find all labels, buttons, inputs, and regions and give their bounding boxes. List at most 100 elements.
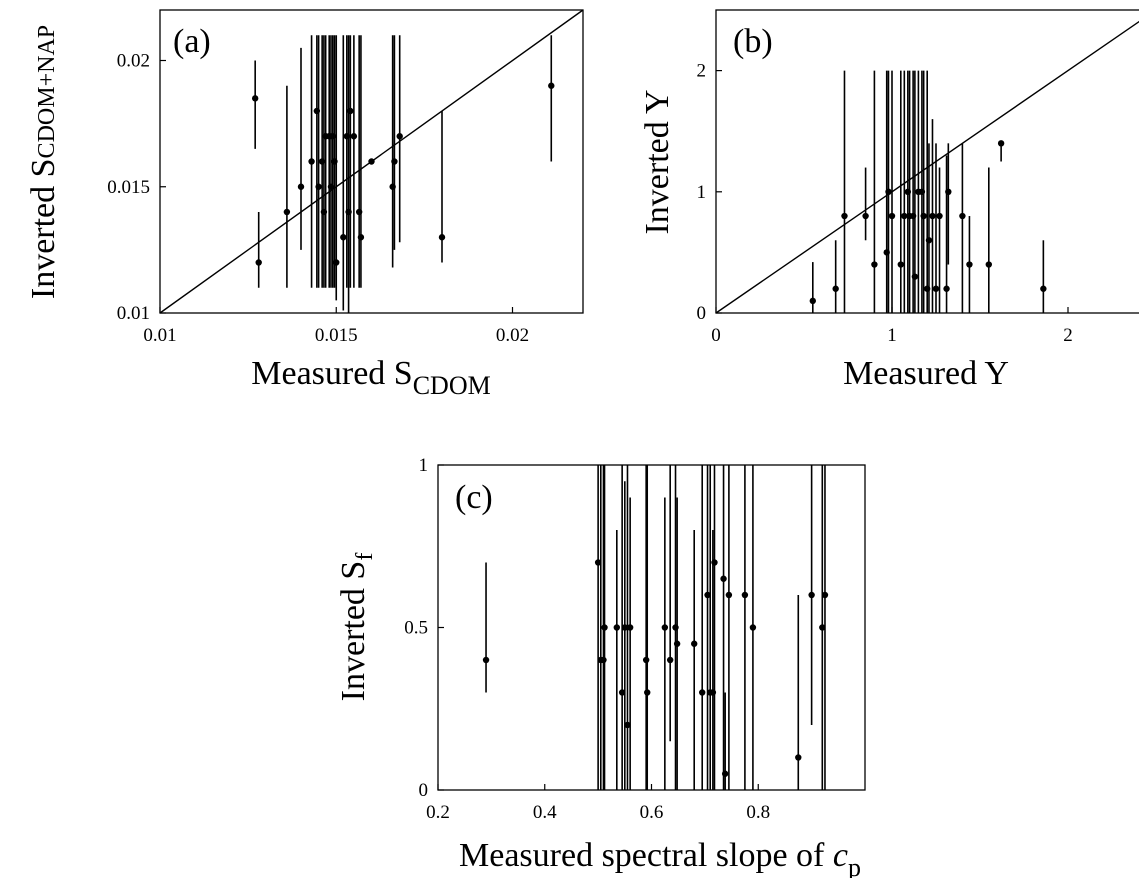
y-tick-label: 0 — [697, 303, 707, 324]
data-point — [704, 591, 711, 599]
y-axis-title-c-main: Inverted S — [335, 561, 372, 702]
x-axis-title-b: Measured Y — [843, 355, 1009, 392]
x-tick-label: 0.01 — [143, 325, 176, 346]
y-tick-label: 0 — [419, 780, 429, 801]
data-point — [548, 82, 555, 89]
data-point — [673, 640, 681, 647]
data-point — [832, 285, 839, 292]
y-tick-label: 0.01 — [117, 303, 150, 324]
panel-b: (b) 0 1 2 0 1 2 Measured Y Inverted Y — [639, 9, 1139, 392]
data-point — [601, 624, 608, 631]
data-point — [897, 261, 904, 268]
panel-label-b: (b) — [733, 23, 773, 60]
data-point — [691, 640, 698, 647]
data-point — [959, 212, 966, 220]
x-axis-title-c: Measured spectral slope of cp — [459, 837, 861, 878]
y-axis-title-b-main: Inverted Y — [639, 89, 676, 234]
data-point — [943, 285, 950, 292]
y-tick-label: 0.02 — [117, 51, 150, 72]
x-tick-label: 0.02 — [496, 325, 529, 346]
data-point — [720, 575, 727, 582]
x-tick-label: 1 — [887, 325, 897, 346]
y-tick-label: 1 — [419, 455, 429, 476]
data-point — [255, 259, 262, 266]
x-tick-label: 0.4 — [533, 802, 557, 823]
plot-frame-a — [159, 9, 584, 314]
plot-frame-c — [437, 464, 866, 791]
y-axis-title-a-main: Inverted S — [25, 158, 62, 299]
data-point — [749, 624, 757, 631]
data-point — [391, 158, 398, 165]
data-point — [618, 689, 626, 696]
y-tick-label: 2 — [697, 61, 707, 82]
data-point — [888, 212, 896, 220]
data-point — [808, 591, 815, 599]
ticks-b: 0 1 2 0 1 2 — [697, 61, 1073, 346]
data-point — [621, 624, 629, 631]
data-point — [644, 689, 651, 696]
y-axis-title-b: Inverted Y — [639, 89, 676, 234]
data-point — [1040, 285, 1047, 292]
x-axis-title-c-sub: p — [848, 853, 861, 878]
x-axis-title-c-main: Measured spectral slope of — [459, 837, 833, 874]
data-point — [741, 591, 749, 599]
x-tick-label: 0 — [711, 325, 721, 346]
data-point — [315, 183, 322, 190]
x-axis-title-c-italic: c — [833, 837, 848, 874]
data-point — [600, 656, 607, 664]
data-point — [699, 689, 706, 696]
data-point — [985, 261, 992, 268]
ticks-a: 0.01 0.015 0.02 0.01 0.015 0.02 — [107, 51, 529, 347]
data-point — [613, 624, 621, 631]
data-point — [871, 261, 878, 268]
data-point — [368, 158, 375, 165]
data-point — [795, 754, 802, 761]
data-point — [666, 656, 674, 664]
data-point — [725, 591, 733, 599]
panel-label-c: (c) — [455, 479, 493, 516]
data-point — [711, 559, 718, 566]
data-point — [347, 107, 354, 115]
data-point — [482, 656, 490, 664]
data-point — [966, 261, 973, 268]
data-point — [283, 208, 291, 216]
data-point — [925, 237, 933, 244]
data-point — [936, 212, 943, 220]
data-point — [661, 624, 669, 631]
data-point — [945, 188, 952, 195]
data-point — [809, 297, 816, 305]
x-tick-label: 2 — [1063, 325, 1073, 346]
marks-a — [251, 35, 555, 313]
y-tick-label: 1 — [697, 182, 707, 203]
y-axis-title-c-sub: f — [352, 553, 378, 561]
x-axis-title-a-main: Measured S — [251, 355, 412, 392]
x-axis-title-b-main: Measured Y — [843, 355, 1009, 392]
panel-label-a: (a) — [173, 23, 211, 60]
data-point — [350, 133, 358, 140]
y-axis-title-a: Inverted SCDOM+NAP — [25, 25, 62, 299]
y-tick-label: 0.5 — [404, 618, 428, 639]
data-point — [626, 624, 634, 631]
marks-b — [809, 70, 1047, 313]
x-tick-label: 0.6 — [640, 802, 664, 823]
data-point — [819, 624, 826, 631]
data-point — [932, 285, 940, 292]
ticks-c: 0.2 0.4 0.6 0.8 0 0.5 1 — [404, 455, 770, 823]
data-point — [841, 212, 848, 220]
data-point — [920, 212, 927, 220]
data-point — [821, 591, 829, 599]
x-tick-label: 0.8 — [746, 802, 770, 823]
x-axis-title-a: Measured SCDOM — [251, 355, 490, 400]
marks-c — [482, 465, 829, 790]
y-axis-title-c: Inverted Sf — [335, 553, 378, 702]
data-point — [340, 234, 347, 241]
data-point — [624, 721, 631, 729]
y-axis-title-a-sub: CDOM+NAP — [34, 25, 60, 159]
data-point — [438, 234, 446, 241]
data-point — [396, 133, 403, 140]
data-point — [594, 559, 602, 566]
panel-a: (a) 0.01 0.015 0.02 0.01 0.015 0.02 Measured … — [25, 9, 584, 400]
data-point — [997, 140, 1005, 147]
data-point — [357, 234, 365, 241]
